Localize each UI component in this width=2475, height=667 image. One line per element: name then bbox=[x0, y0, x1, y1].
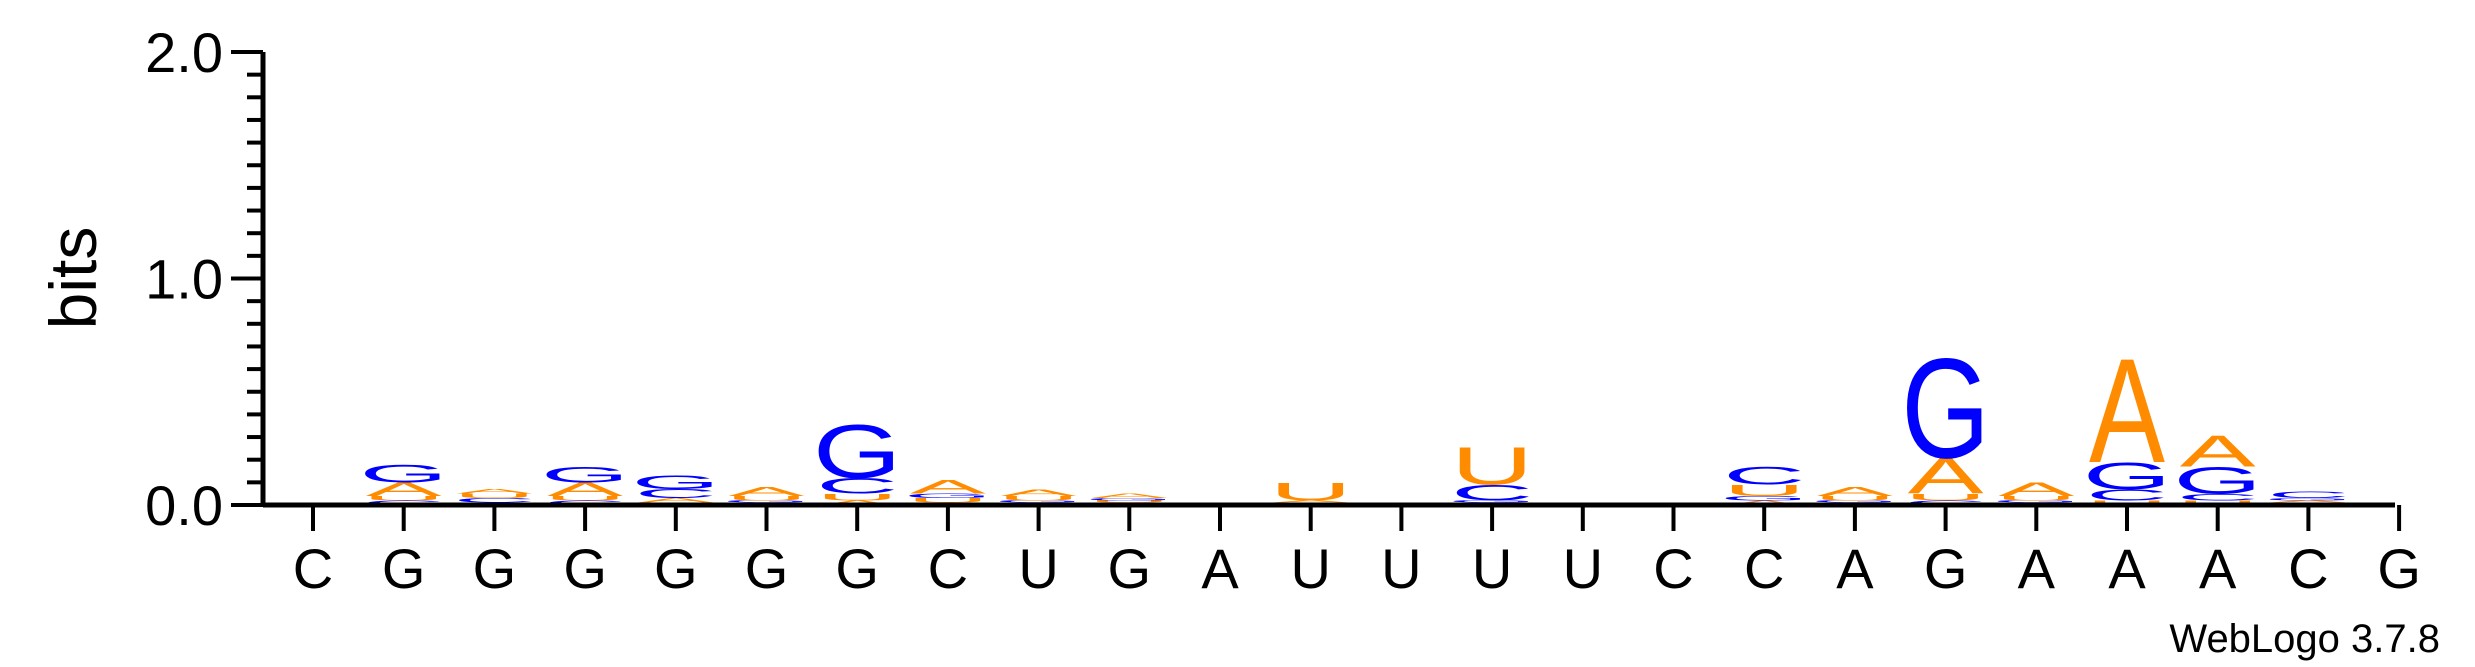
logo-letter-g: G bbox=[2264, 498, 2353, 502]
logo-letter-u: U bbox=[544, 495, 626, 502]
logo-letter-g: G bbox=[1448, 500, 1537, 504]
y-tick-label: 2.0 bbox=[145, 21, 223, 84]
logo-letter-c: C bbox=[1451, 481, 1533, 506]
logo-letter-c: C bbox=[635, 487, 717, 501]
logo-letter-c: C bbox=[816, 474, 898, 499]
logo-letter-u: U bbox=[997, 495, 1079, 502]
weblogo-credit: WebLogo 3.7.8 bbox=[2169, 617, 2440, 661]
logo-letter-g: G bbox=[1811, 500, 1900, 504]
position-label: C bbox=[2288, 537, 2328, 600]
logo-letter-u: U bbox=[1088, 500, 1170, 504]
position-label: A bbox=[2108, 537, 2146, 600]
logo-letter-a: A bbox=[2270, 500, 2346, 504]
logo-letter-c: C bbox=[2267, 490, 2349, 501]
logo-letter-g: G bbox=[1085, 498, 1174, 502]
logo-letter-g: G bbox=[813, 409, 902, 495]
logo-letter-a: A bbox=[1908, 448, 1984, 505]
logo-letter-u: U bbox=[363, 495, 445, 502]
logo-stacks: CUAGGCUACUAGUACGCGUAAUCGCUGACGUACUGAGCAU… bbox=[359, 328, 2352, 506]
logo-letter-a: A bbox=[1091, 493, 1167, 500]
logo-letter-u: U bbox=[816, 492, 898, 503]
logo-letter-g: G bbox=[632, 472, 721, 493]
position-label: U bbox=[1018, 537, 1058, 600]
position-label: U bbox=[1290, 537, 1330, 600]
logo-letter-u: U bbox=[1270, 478, 1352, 506]
position-label: U bbox=[1381, 537, 1421, 600]
logo-letter-u: U bbox=[453, 493, 535, 500]
logo-letter-a: A bbox=[2089, 328, 2166, 494]
position-label: A bbox=[1201, 537, 1239, 600]
logo-letter-c: C bbox=[1723, 462, 1805, 490]
logo-letter-g: G bbox=[2173, 459, 2262, 501]
logo-letter-g: G bbox=[1720, 495, 1809, 502]
y-axis-ticks: 0.0 1.0 2.0 bbox=[145, 21, 263, 537]
logo-letter-u: U bbox=[725, 495, 807, 502]
logo-letter-g: G bbox=[1901, 329, 1990, 488]
position-label: C bbox=[1653, 537, 1693, 600]
position-label: C bbox=[293, 537, 333, 600]
logo-letter-a: A bbox=[638, 497, 714, 504]
position-label: G bbox=[563, 537, 607, 600]
logo-letter-a: A bbox=[1817, 485, 1893, 499]
logo-letter-c: C bbox=[453, 497, 535, 504]
logo-letter-u: U bbox=[1904, 492, 1986, 503]
logo-letter-g: G bbox=[1992, 500, 2081, 504]
y-tick-label: 0.0 bbox=[145, 474, 223, 537]
position-label: G bbox=[835, 537, 879, 600]
logo-letter-g: G bbox=[359, 460, 448, 488]
position-label: U bbox=[1563, 537, 1603, 600]
logo-letter-c: C bbox=[2086, 486, 2168, 504]
logo-letter-u: U bbox=[1814, 495, 1896, 502]
logo-letter-a: A bbox=[2180, 427, 2256, 476]
logo-letter-g: G bbox=[994, 500, 1083, 504]
logo-letter-u: U bbox=[1723, 482, 1805, 500]
logo-letter-g: G bbox=[541, 463, 630, 488]
y-tick-label: 1.0 bbox=[145, 248, 223, 311]
logo-letter-a: A bbox=[729, 485, 805, 499]
logo-letter-u: U bbox=[1451, 436, 1533, 496]
position-label: A bbox=[2199, 537, 2237, 600]
y-axis-title: bits bbox=[36, 227, 110, 330]
logo-letter-a: A bbox=[547, 479, 624, 500]
logo-letter-g: G bbox=[2083, 455, 2172, 497]
position-label: U bbox=[1472, 537, 1512, 600]
logo-letter-c: C bbox=[2177, 492, 2259, 503]
position-label: G bbox=[2377, 537, 2421, 600]
logo-letter-a: A bbox=[456, 488, 532, 495]
logo-letter-a: A bbox=[366, 479, 443, 500]
position-label: G bbox=[1924, 537, 1968, 600]
position-label: G bbox=[473, 537, 517, 600]
position-label: G bbox=[654, 537, 698, 600]
logo-letter-a: A bbox=[1273, 500, 1349, 504]
logo-letter-a: A bbox=[910, 477, 987, 498]
position-label: C bbox=[1744, 537, 1784, 600]
logo-letter-g: G bbox=[722, 500, 811, 504]
position-label: G bbox=[745, 537, 789, 600]
logo-letter-a: A bbox=[1998, 479, 2075, 500]
logo-letter-u: U bbox=[907, 497, 989, 504]
logo-letter-u: U bbox=[1995, 495, 2077, 502]
logo-letter-a: A bbox=[1001, 487, 1077, 498]
position-label: G bbox=[382, 537, 426, 600]
position-label: A bbox=[2018, 537, 2056, 600]
logo-letter-g: G bbox=[904, 493, 993, 500]
position-label: G bbox=[1108, 537, 1152, 600]
position-label: A bbox=[1836, 537, 1874, 600]
position-label: C bbox=[928, 537, 968, 600]
